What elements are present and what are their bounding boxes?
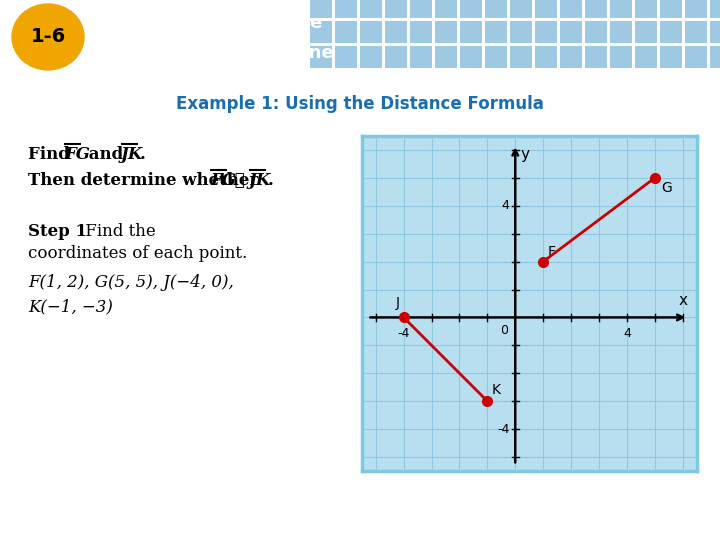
Text: 4: 4 <box>502 199 510 212</box>
Text: Midpoint and Distance: Midpoint and Distance <box>95 14 323 32</box>
Text: 4: 4 <box>623 327 631 340</box>
Text: -4: -4 <box>498 422 510 436</box>
Text: 1-6: 1-6 <box>30 28 66 46</box>
Bar <box>310 46 332 68</box>
Bar <box>385 0 407 18</box>
Bar <box>485 21 507 43</box>
Bar <box>560 0 582 18</box>
Text: .: . <box>140 146 146 163</box>
Bar <box>685 46 707 68</box>
Text: ≅: ≅ <box>229 172 251 189</box>
Bar <box>335 21 357 43</box>
Bar <box>535 46 557 68</box>
Bar <box>535 0 557 18</box>
Text: Then determine whether: Then determine whether <box>28 172 264 189</box>
Bar <box>560 21 582 43</box>
Text: F: F <box>547 245 555 259</box>
Text: K: K <box>492 383 500 397</box>
Bar <box>310 21 332 43</box>
Bar <box>710 0 720 18</box>
Bar <box>560 46 582 68</box>
Bar <box>335 0 357 18</box>
Bar <box>585 0 607 18</box>
Bar <box>635 0 657 18</box>
Bar <box>485 46 507 68</box>
Text: Copyright © by Holt Mc Dougal. All Rights Reserved.: Copyright © by Holt Mc Dougal. All Right… <box>454 520 712 530</box>
Text: coordinates of each point.: coordinates of each point. <box>28 245 247 262</box>
Bar <box>310 0 332 18</box>
Bar <box>460 21 482 43</box>
Text: JK: JK <box>121 146 143 163</box>
Text: .: . <box>268 172 274 189</box>
Text: y: y <box>521 147 529 162</box>
Bar <box>385 46 407 68</box>
Text: Find: Find <box>28 146 76 163</box>
Bar <box>660 46 682 68</box>
Text: in the Coordinate Plane: in the Coordinate Plane <box>95 44 333 62</box>
Text: FG: FG <box>210 172 236 189</box>
Bar <box>635 21 657 43</box>
Bar <box>510 21 532 43</box>
Text: K(−1, −3): K(−1, −3) <box>28 298 113 315</box>
Bar <box>685 21 707 43</box>
Text: x: x <box>678 293 687 308</box>
Bar <box>685 0 707 18</box>
Text: Holt McDougal Geometry: Holt McDougal Geometry <box>8 520 148 530</box>
Bar <box>610 0 632 18</box>
Bar <box>610 21 632 43</box>
Bar <box>710 21 720 43</box>
Bar <box>660 0 682 18</box>
Bar <box>410 46 432 68</box>
Bar <box>435 0 457 18</box>
Text: J: J <box>395 296 400 310</box>
Bar <box>435 46 457 68</box>
Text: F(1, 2), G(5, 5), J(−4, 0),: F(1, 2), G(5, 5), J(−4, 0), <box>28 274 234 291</box>
Bar <box>460 46 482 68</box>
Bar <box>410 21 432 43</box>
Bar <box>485 0 507 18</box>
Bar <box>385 21 407 43</box>
Text: FG: FG <box>64 146 90 163</box>
Text: Step 1: Step 1 <box>28 223 87 240</box>
Bar <box>460 0 482 18</box>
Bar <box>535 21 557 43</box>
Bar <box>360 21 382 43</box>
Text: JK: JK <box>249 172 271 189</box>
Bar <box>410 0 432 18</box>
Bar <box>360 0 382 18</box>
Bar <box>610 46 632 68</box>
Text: Example 1: Using the Distance Formula: Example 1: Using the Distance Formula <box>176 95 544 113</box>
Bar <box>360 46 382 68</box>
Text: -4: -4 <box>397 327 410 340</box>
Bar <box>435 21 457 43</box>
Text: 0: 0 <box>500 325 508 338</box>
Bar <box>510 0 532 18</box>
Bar <box>335 46 357 68</box>
Bar <box>635 46 657 68</box>
Text: and: and <box>83 146 129 163</box>
Bar <box>710 46 720 68</box>
Ellipse shape <box>12 4 84 70</box>
Bar <box>585 21 607 43</box>
Bar <box>660 21 682 43</box>
Bar <box>585 46 607 68</box>
Text: G: G <box>662 181 672 195</box>
Text: Find the: Find the <box>80 223 156 240</box>
Bar <box>510 46 532 68</box>
